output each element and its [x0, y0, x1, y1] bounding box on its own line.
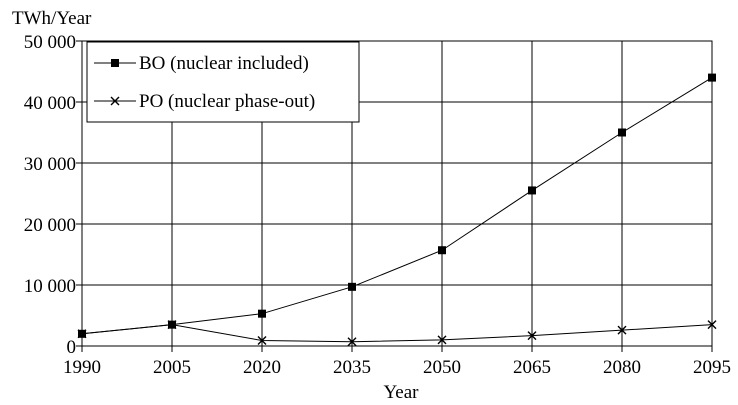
x-tick-label: 1990 — [63, 357, 101, 378]
series-line — [81, 77, 713, 335]
series-layer — [77, 73, 717, 347]
legend-label-bo: BO (nuclear included) — [139, 53, 309, 74]
data-point-x — [437, 335, 447, 345]
x-stroke — [527, 331, 537, 341]
data-point-x — [167, 320, 177, 330]
x-stroke — [167, 320, 177, 330]
plot-area — [81, 40, 713, 347]
x-tick-label: 2065 — [513, 357, 551, 378]
y-tick-label: 40 000 — [24, 93, 76, 114]
x-axis-title: Year — [383, 382, 419, 403]
x-tick-label: 2080 — [603, 357, 641, 378]
data-point-x — [257, 336, 267, 346]
y-tick-label: 50 000 — [24, 32, 76, 53]
x-tick-label: 2035 — [333, 357, 371, 378]
series-po — [77, 320, 717, 347]
data-point-square — [618, 128, 626, 137]
data-point-square — [258, 309, 266, 318]
y-axis: 0 10 000 20 000 30 000 40 000 50 000 — [24, 32, 82, 358]
data-point-x — [617, 325, 627, 335]
legend-marker-x — [110, 96, 120, 106]
x-stroke — [437, 335, 447, 345]
y-tick-label: 30 000 — [24, 154, 76, 175]
y-tick-label: 0 — [67, 337, 77, 358]
x-stroke — [617, 325, 627, 335]
x-axis: 1990 2005 2020 2035 2050 2065 2080 2095 — [63, 346, 731, 378]
data-point-x — [527, 331, 537, 341]
x-tick-label: 2020 — [243, 357, 281, 378]
x-stroke — [77, 329, 87, 339]
x-stroke — [707, 320, 717, 330]
x-tick-label: 2050 — [423, 357, 461, 378]
series-line — [81, 324, 713, 343]
data-point-x — [707, 320, 717, 330]
legend: BO (nuclear included) PO (nuclear phase-… — [86, 41, 360, 123]
x-tick-label: 2095 — [693, 357, 731, 378]
legend-label-po: PO (nuclear phase-out) — [139, 91, 315, 112]
x-stroke — [347, 337, 357, 347]
y-tick-label: 20 000 — [24, 215, 76, 236]
y-axis-title: TWh/Year — [12, 8, 92, 29]
data-point-square — [348, 282, 356, 291]
data-point-square — [438, 246, 446, 255]
x-tick-label: 2005 — [153, 357, 191, 378]
legend-box — [86, 41, 360, 123]
data-point-square — [708, 73, 716, 82]
legend-marker-square — [111, 59, 119, 67]
data-point-x — [347, 337, 357, 347]
data-point-x — [77, 329, 87, 339]
y-tick-label: 10 000 — [24, 276, 76, 297]
data-point-square — [528, 186, 536, 195]
x-stroke — [257, 336, 267, 346]
